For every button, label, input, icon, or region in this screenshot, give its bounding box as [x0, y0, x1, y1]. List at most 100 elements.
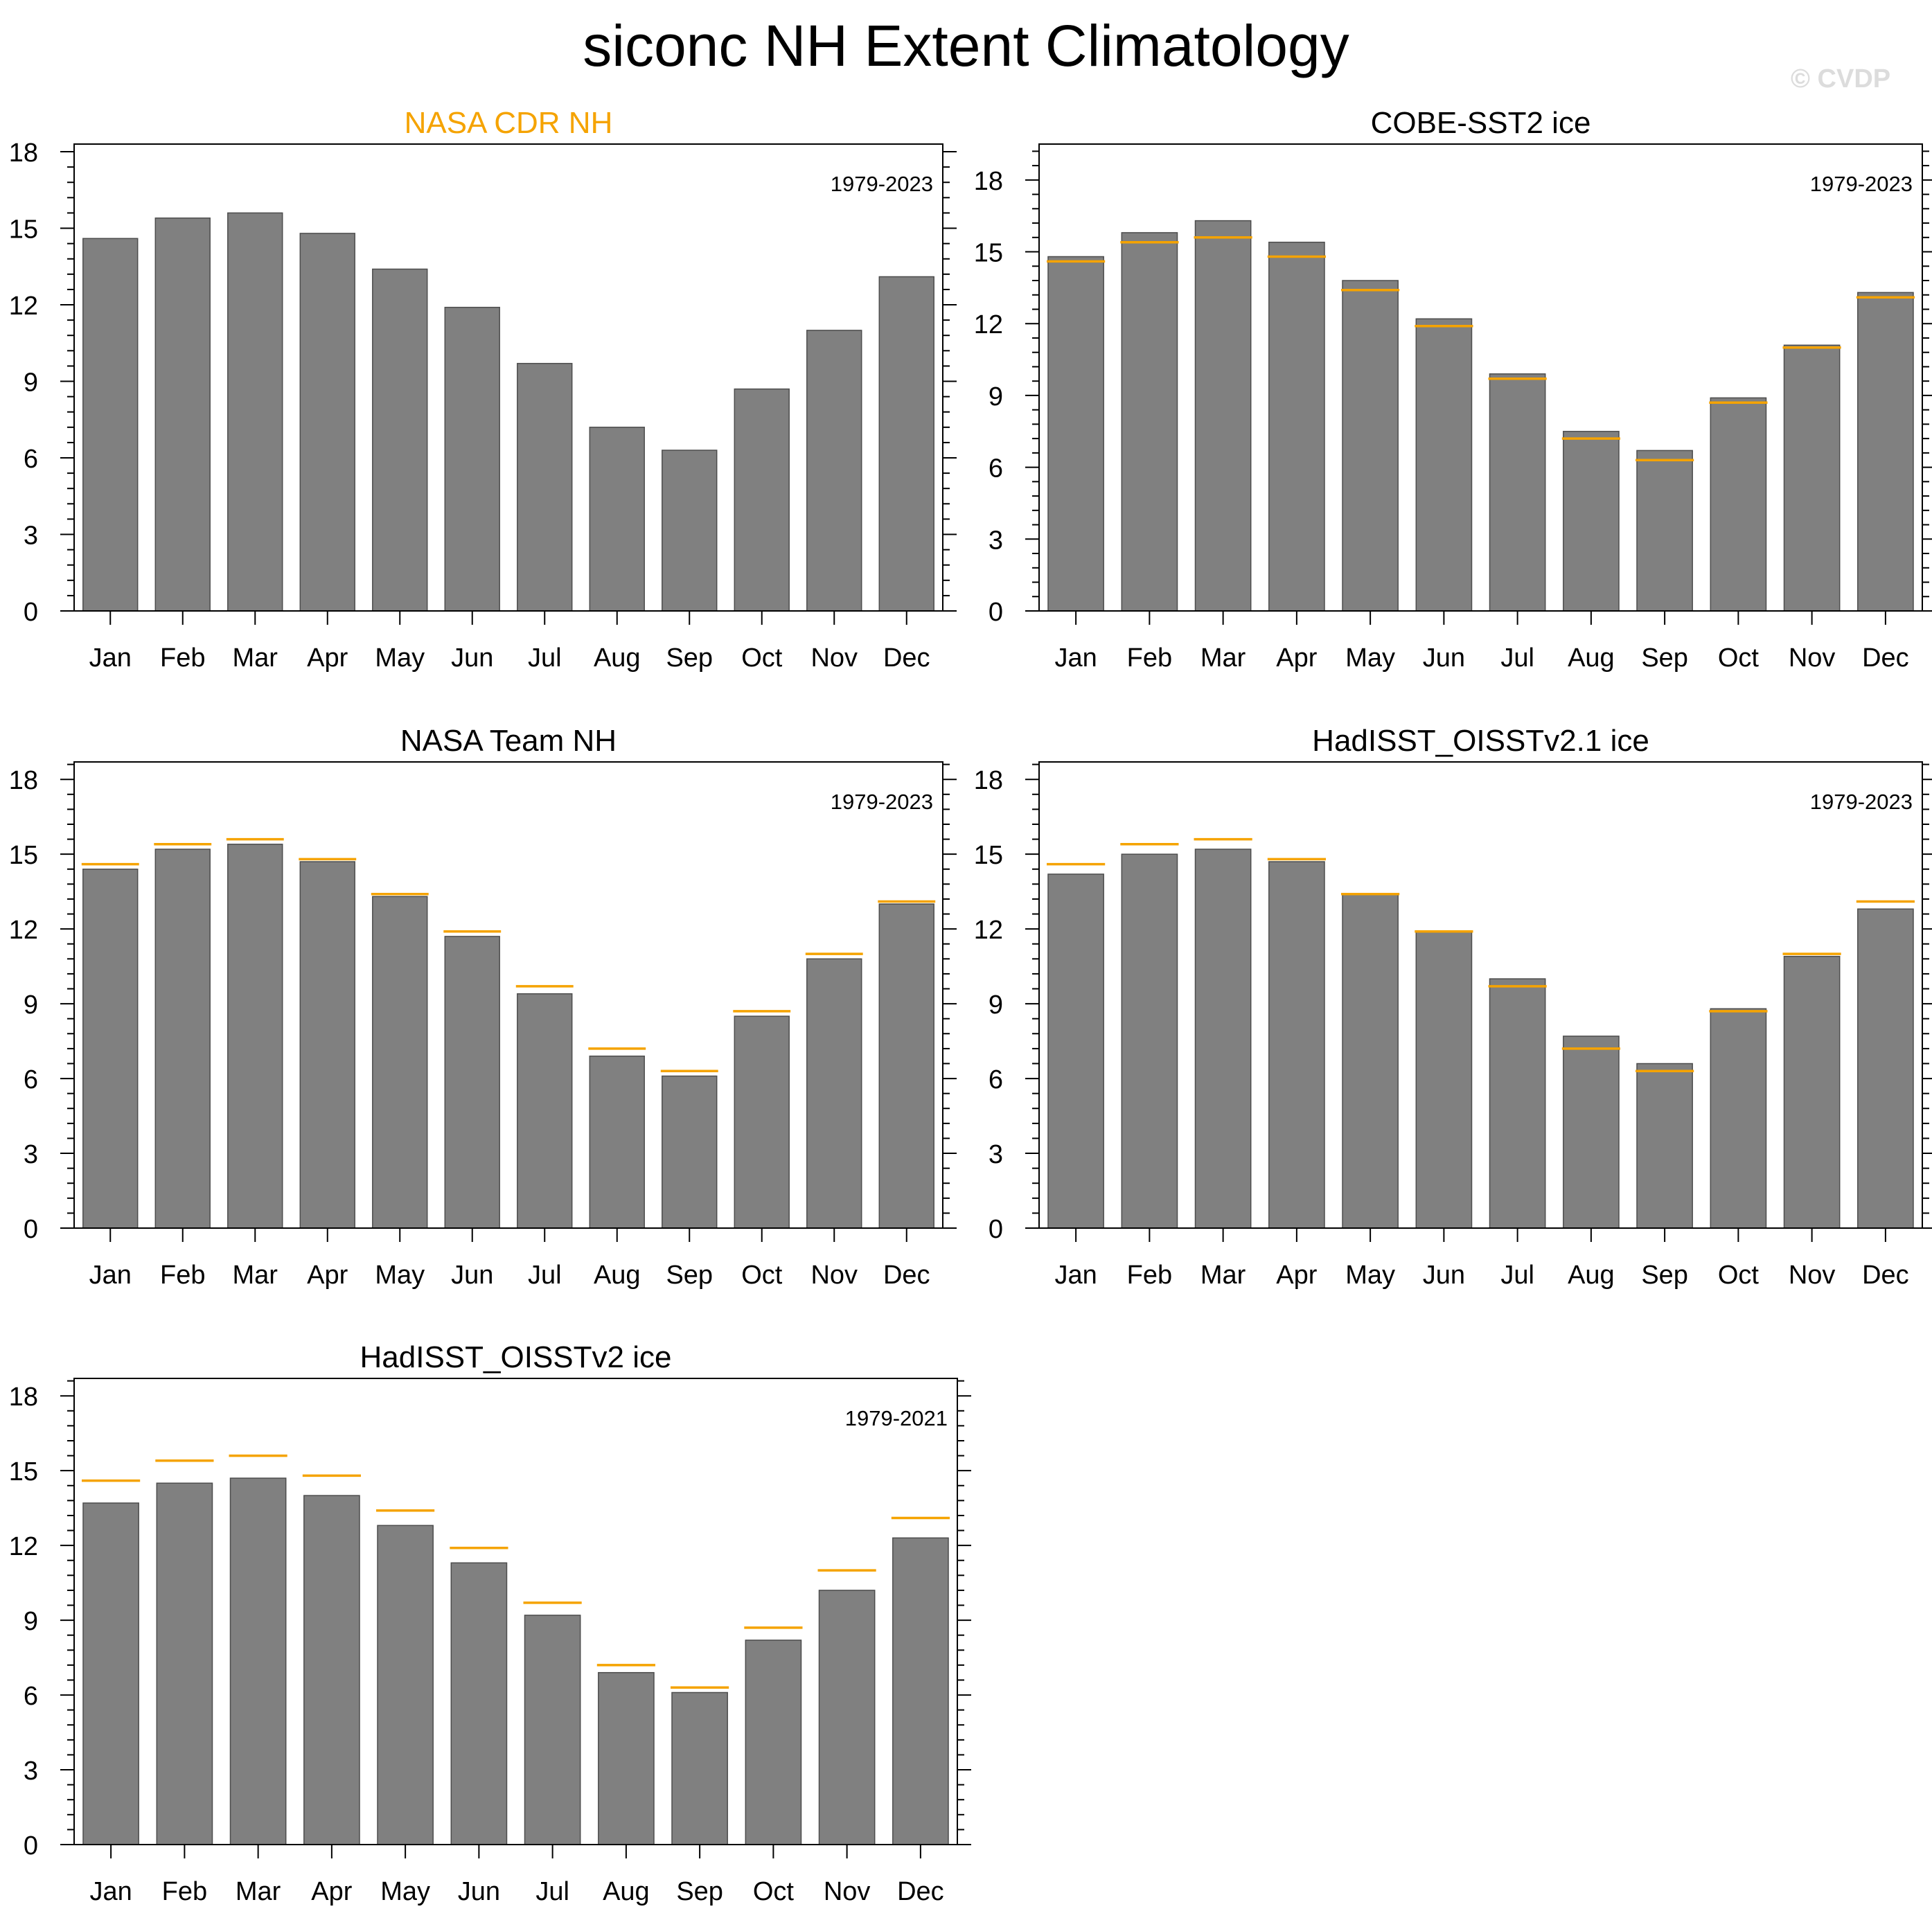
- bar-apr: [1268, 241, 1325, 612]
- bar-aug: [598, 1671, 655, 1845]
- chart-panel-5: HadISST_OISSTv2 ice 1979-2021 0 3 6 9 12 15 18 Ja…: [9, 1340, 971, 1906]
- bar-jun: [450, 1562, 508, 1845]
- x-tick-label-dec: Dec: [883, 1261, 930, 1290]
- panel-title: HadISST_OISSTv2 ice: [360, 1340, 672, 1374]
- x-tick-label-dec: Dec: [897, 1877, 944, 1906]
- x-tick-label-jan: Jan: [89, 1877, 132, 1906]
- x-tick-label-mar: Mar: [233, 643, 278, 673]
- y-tick-label: 18: [9, 766, 38, 795]
- x-tick-label-sep: Sep: [676, 1877, 723, 1906]
- y-tick-label: 3: [24, 522, 38, 551]
- x-tick-label-apr: Apr: [1276, 643, 1317, 673]
- x-tick-label-feb: Feb: [1127, 643, 1172, 673]
- x-tick-label-sep: Sep: [1641, 1261, 1688, 1290]
- x-tick-label-oct: Oct: [753, 1877, 795, 1906]
- bar-jul: [1489, 373, 1546, 612]
- x-tick-label-nov: Nov: [1789, 643, 1836, 673]
- bar-may: [377, 1525, 434, 1845]
- y-tick-label: 3: [24, 1140, 38, 1169]
- x-tick-label-dec: Dec: [1862, 643, 1909, 673]
- y-tick-label: 12: [974, 310, 1003, 339]
- bar-sep: [671, 1691, 728, 1845]
- x-tick-label-dec: Dec: [883, 643, 930, 673]
- bar-apr: [1268, 861, 1325, 1229]
- x-tick-label-mar: Mar: [236, 1877, 281, 1906]
- y-tick-label: 12: [9, 292, 38, 321]
- x-tick-label-jun: Jun: [1423, 643, 1465, 673]
- y-tick-label: 9: [24, 991, 38, 1020]
- y-tick-label: 6: [989, 1065, 1003, 1094]
- panel-title: COBE-SST2 ice: [1371, 106, 1591, 140]
- bar-dec: [1857, 292, 1914, 612]
- y-tick-label: 12: [9, 916, 38, 945]
- bar-may: [372, 268, 428, 612]
- x-tick-label-sep: Sep: [666, 643, 713, 673]
- plot-frame: [73, 1378, 958, 1845]
- period-label: 1979-2021: [845, 1406, 948, 1430]
- y-tick-label: 0: [989, 1215, 1003, 1244]
- x-tick-label-mar: Mar: [1200, 643, 1246, 673]
- bar-feb: [1121, 232, 1178, 612]
- x-tick-label-apr: Apr: [311, 1877, 352, 1906]
- plot-frame: [73, 761, 943, 1229]
- panel-title: NASA Team NH: [400, 724, 617, 758]
- bar-jan: [82, 869, 139, 1229]
- y-tick-label: 0: [24, 598, 38, 627]
- bar-aug: [1563, 1036, 1620, 1229]
- x-tick-label-apr: Apr: [307, 643, 348, 673]
- bar-jun: [1415, 930, 1473, 1229]
- x-tick-label-aug: Aug: [1568, 1261, 1615, 1290]
- x-tick-label-jun: Jun: [451, 1261, 493, 1290]
- y-tick-label: 6: [24, 1682, 38, 1711]
- x-tick-label-may: May: [375, 643, 425, 673]
- y-tick-label: 18: [974, 167, 1003, 196]
- bar-feb: [154, 849, 211, 1229]
- y-tick-label: 15: [9, 1457, 38, 1486]
- bar-apr: [299, 233, 355, 612]
- bar-dec: [878, 276, 934, 612]
- x-tick-label-may: May: [1345, 1261, 1395, 1290]
- bar-jul: [517, 993, 573, 1229]
- x-tick-label-sep: Sep: [666, 1261, 713, 1290]
- chart-panel-3: NASA Team NH 1979-2023 0 3 6 9 12 15 18 Jan Feb Mar…: [9, 724, 957, 1290]
- bar-apr: [303, 1495, 360, 1845]
- x-tick-label-jun: Jun: [458, 1877, 500, 1906]
- x-tick-label-jul: Jul: [528, 643, 562, 673]
- x-tick-label-nov: Nov: [824, 1877, 871, 1906]
- y-tick-label: 3: [24, 1757, 38, 1786]
- bar-oct: [734, 1015, 790, 1229]
- x-tick-label-apr: Apr: [307, 1261, 348, 1290]
- bar-sep: [662, 450, 718, 612]
- x-tick-label-may: May: [380, 1877, 430, 1906]
- bar-aug: [589, 1055, 645, 1229]
- period-label: 1979-2023: [1810, 790, 1913, 814]
- y-tick-label: 9: [989, 991, 1003, 1020]
- bar-nov: [1783, 344, 1841, 612]
- figure-title: siconc NH Extent Climatology: [583, 13, 1349, 78]
- panel-title: NASA CDR NH: [405, 106, 613, 140]
- bar-jun: [1415, 318, 1473, 612]
- bar-nov: [806, 958, 862, 1229]
- y-tick-label: 15: [9, 841, 38, 870]
- y-tick-label: 9: [989, 382, 1003, 411]
- x-tick-label-nov: Nov: [810, 1261, 858, 1290]
- bar-oct: [745, 1640, 802, 1845]
- x-tick-label-feb: Feb: [162, 1877, 207, 1906]
- x-tick-label-feb: Feb: [160, 643, 205, 673]
- x-tick-label-jul: Jul: [528, 1261, 562, 1290]
- x-tick-label-apr: Apr: [1276, 1261, 1317, 1290]
- y-tick-label: 12: [9, 1532, 38, 1561]
- y-tick-label: 15: [974, 841, 1003, 870]
- bar-feb: [154, 217, 211, 612]
- x-tick-label-mar: Mar: [233, 1261, 278, 1290]
- bar-feb: [1121, 853, 1178, 1229]
- bar-oct: [734, 388, 790, 612]
- bar-oct: [1710, 397, 1767, 612]
- y-tick-label: 0: [24, 1831, 38, 1861]
- y-tick-label: 0: [989, 598, 1003, 627]
- x-tick-label-jan: Jan: [89, 1261, 132, 1290]
- x-tick-label-oct: Oct: [1718, 643, 1760, 673]
- bar-may: [372, 896, 428, 1229]
- bar-mar: [227, 844, 283, 1229]
